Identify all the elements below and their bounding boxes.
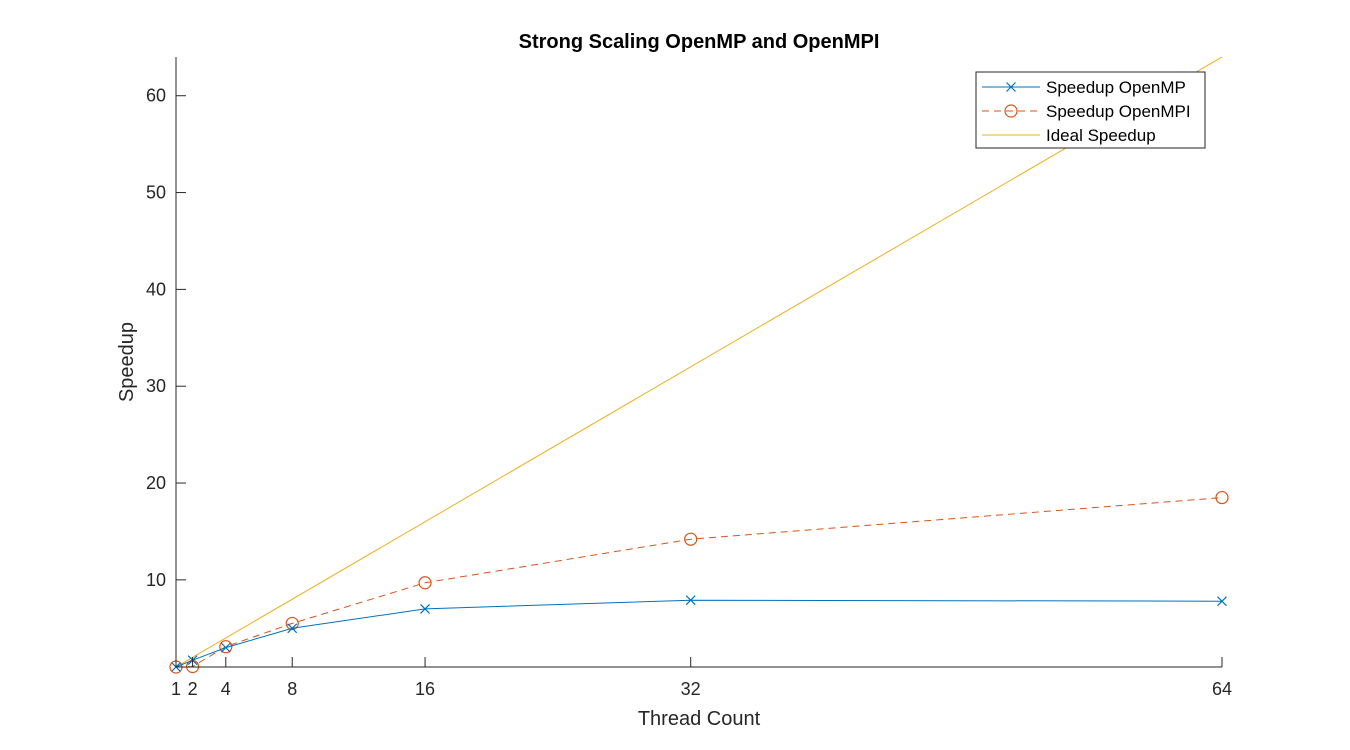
x-tick-label: 1 bbox=[171, 679, 181, 699]
chart-title: Strong Scaling OpenMP and OpenMPI bbox=[519, 31, 880, 53]
y-tick-label: 50 bbox=[146, 183, 166, 203]
legend-label: Ideal Speedup bbox=[1046, 126, 1156, 145]
legend-entry: Speedup OpenMP bbox=[982, 78, 1186, 97]
x-tick-label: 4 bbox=[221, 679, 231, 699]
y-axis-label: Speedup bbox=[116, 322, 138, 402]
series-line bbox=[176, 57, 1222, 667]
series-line bbox=[176, 599, 1222, 667]
x-tick-label: 16 bbox=[415, 679, 435, 699]
y-tick-label: 10 bbox=[146, 570, 166, 590]
legend-label: Speedup OpenMP bbox=[1046, 78, 1186, 97]
y-tick-label: 30 bbox=[146, 376, 166, 396]
y-tick-label: 60 bbox=[146, 86, 166, 106]
legend: Speedup OpenMP Speedup OpenMPI Ideal Speed… bbox=[975, 71, 1206, 149]
data-point bbox=[420, 603, 430, 614]
data-point bbox=[287, 623, 298, 634]
series-speedup-openmp bbox=[171, 595, 1227, 672]
data-point bbox=[219, 640, 233, 654]
x-tick-label: 2 bbox=[188, 679, 198, 699]
axes: 1 2 4 8 16 32 64 10 20 30 40 50 60 bbox=[146, 57, 1232, 699]
series-ideal-speedup bbox=[176, 57, 1222, 667]
data-point bbox=[1215, 490, 1229, 505]
data-point bbox=[220, 642, 231, 653]
legend-entry: Ideal Speedup bbox=[982, 126, 1156, 145]
series-layer bbox=[169, 57, 1229, 674]
data-point bbox=[285, 616, 299, 631]
x-axis-label: Thread Count bbox=[638, 708, 761, 730]
x-tick-label: 8 bbox=[287, 679, 297, 699]
legend-entry: Speedup OpenMPI bbox=[982, 102, 1191, 121]
series-speedup-openmpi bbox=[169, 490, 1229, 674]
x-tick-label: 32 bbox=[681, 679, 701, 699]
legend-label: Speedup OpenMPI bbox=[1046, 102, 1191, 121]
y-tick-label: 20 bbox=[146, 473, 166, 493]
legend-marker bbox=[1004, 104, 1018, 118]
series-line bbox=[176, 497, 1222, 667]
x-tick-label: 64 bbox=[1212, 679, 1232, 699]
data-point bbox=[685, 595, 696, 606]
y-tick-label: 40 bbox=[146, 279, 166, 299]
data-point bbox=[418, 576, 432, 590]
data-point bbox=[684, 532, 698, 546]
legend-marker bbox=[1006, 82, 1016, 92]
data-point bbox=[1217, 596, 1227, 607]
